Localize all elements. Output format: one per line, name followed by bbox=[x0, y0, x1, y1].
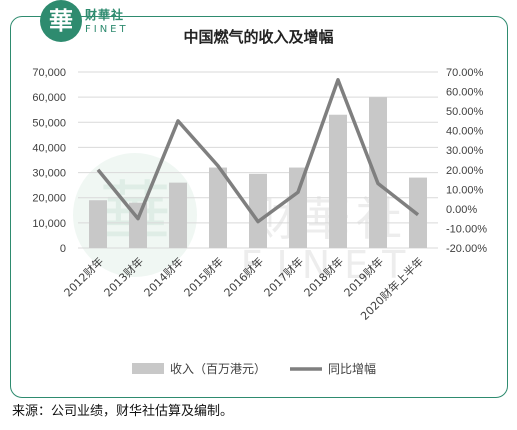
source-note: 来源：公司业绩，财华社估算及编制。 bbox=[12, 404, 234, 419]
bar-2014财年 bbox=[169, 182, 187, 248]
chart-title: 中国燃气的收入及增幅 bbox=[183, 28, 334, 46]
y-right-tick-label: 40.00% bbox=[446, 126, 484, 138]
y-left-tick-label: 50,000 bbox=[32, 117, 66, 129]
x-tick-label: 2016财年 bbox=[221, 254, 266, 299]
x-tick-label: 2015财年 bbox=[181, 254, 226, 299]
x-tick-label: 2012财年 bbox=[61, 254, 106, 299]
brand-name-en: FINET bbox=[85, 24, 129, 35]
y-right-tick-label: -20.00% bbox=[446, 243, 487, 255]
y-left-tick-label: 10,000 bbox=[32, 218, 66, 230]
bar-2015财年 bbox=[209, 167, 227, 248]
y-right-tick-label: 10.00% bbox=[446, 184, 484, 196]
x-tick-label: 2017财年 bbox=[261, 254, 306, 299]
bar-2018财年 bbox=[329, 114, 347, 248]
y-right-tick-label: 50.00% bbox=[446, 106, 484, 118]
y-right-tick-label: 0.00% bbox=[446, 204, 477, 216]
bar-2019财年 bbox=[369, 97, 387, 249]
x-tick-label: 2018财年 bbox=[301, 254, 346, 299]
bar-2017财年 bbox=[289, 167, 307, 248]
watermark-brand-en: FINET bbox=[241, 243, 420, 287]
y-left-tick-label: 30,000 bbox=[32, 168, 66, 180]
y-right-tick-label: 60.00% bbox=[446, 87, 484, 99]
legend-swatch-revenue bbox=[132, 363, 164, 374]
finet-logo: 華 bbox=[40, 0, 82, 42]
x-tick-label: 2013财年 bbox=[101, 254, 146, 299]
y-left-tick-label: 60,000 bbox=[32, 92, 66, 104]
brand-block: 财華社 FINET bbox=[85, 6, 129, 35]
y-left-tick-label: 20,000 bbox=[32, 193, 66, 205]
y-left-tick-label: 0 bbox=[60, 243, 66, 255]
y-right-tick-label: -10.00% bbox=[446, 223, 487, 235]
brand-name-cn: 财華社 bbox=[85, 8, 125, 22]
y-right-tick-label: 70.00% bbox=[446, 67, 484, 79]
y-left-tick-label: 40,000 bbox=[32, 142, 66, 154]
legend-label-growth: 同比增幅 bbox=[328, 361, 376, 376]
x-tick-label: 2014财年 bbox=[141, 254, 186, 299]
legend-label-revenue: 收入（百万港元） bbox=[170, 362, 266, 376]
y-right-tick-label: 30.00% bbox=[446, 145, 484, 157]
bar-2012财年 bbox=[89, 200, 107, 248]
y-right-tick-label: 20.00% bbox=[446, 165, 484, 177]
bar-2016财年 bbox=[249, 173, 267, 248]
y-left-tick-label: 70,000 bbox=[32, 67, 66, 79]
